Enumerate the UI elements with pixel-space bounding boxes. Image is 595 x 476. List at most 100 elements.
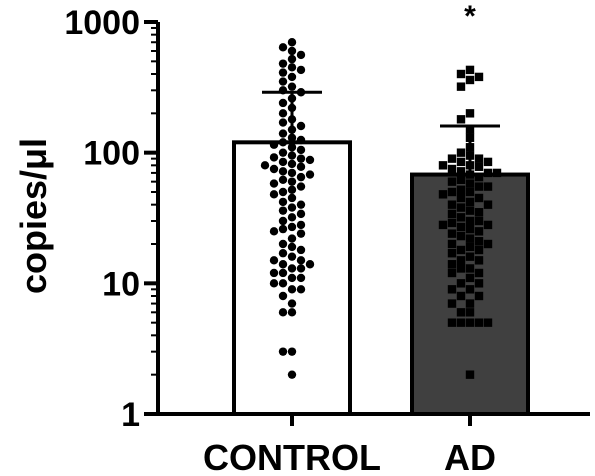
control-point xyxy=(278,308,288,317)
control-point xyxy=(269,279,279,288)
ad-point xyxy=(447,285,457,294)
ad-point xyxy=(456,69,466,79)
ad-point xyxy=(456,256,466,265)
control-point xyxy=(296,50,306,60)
ad-point xyxy=(456,291,466,301)
ad-point xyxy=(447,260,457,269)
ad-point xyxy=(447,229,457,238)
control-point xyxy=(278,68,288,77)
ad-point xyxy=(465,75,475,85)
ad-point xyxy=(456,148,466,157)
control-point xyxy=(278,224,288,234)
x-tick-label-ad: AD xyxy=(444,437,496,476)
control-point xyxy=(278,86,288,95)
ad-point xyxy=(447,218,457,228)
control-point xyxy=(305,260,315,269)
ad-point xyxy=(483,157,493,167)
control-point xyxy=(287,63,297,72)
control-point xyxy=(278,59,288,68)
ad-point xyxy=(456,175,466,184)
control-point xyxy=(278,138,288,147)
ad-point xyxy=(465,216,475,226)
control-point xyxy=(269,179,279,188)
control-point xyxy=(287,299,297,308)
control-point xyxy=(278,291,288,301)
control-point xyxy=(287,72,297,82)
control-point xyxy=(287,308,297,317)
control-point xyxy=(296,285,306,294)
ad-point xyxy=(465,224,475,234)
ad-point xyxy=(447,164,457,174)
ad-point xyxy=(474,193,484,203)
y-tick-label: 10 xyxy=(102,265,140,303)
control-point xyxy=(296,182,306,191)
control-point xyxy=(287,203,297,212)
ad-point xyxy=(438,190,448,199)
ad-point xyxy=(465,299,475,308)
ad-point xyxy=(447,299,457,308)
ad-point xyxy=(456,157,466,167)
control-point xyxy=(278,279,288,288)
data-points xyxy=(260,38,502,379)
control-point xyxy=(269,227,279,236)
control-point xyxy=(278,347,288,356)
ad-point xyxy=(465,151,475,160)
ad-point xyxy=(456,245,466,255)
control-point xyxy=(269,190,279,199)
control-point xyxy=(296,273,306,283)
y-tick-label: 1000 xyxy=(64,4,140,42)
significance-marker: * xyxy=(464,0,476,33)
ad-point xyxy=(474,216,484,226)
control-point xyxy=(287,234,297,243)
control-point xyxy=(287,252,297,261)
ad-point xyxy=(483,168,493,178)
control-point xyxy=(296,162,306,171)
ad-point xyxy=(456,231,466,241)
ad-point xyxy=(474,227,484,236)
ad-point xyxy=(474,318,484,327)
ad-point xyxy=(447,249,457,258)
control-point xyxy=(278,129,288,138)
control-point xyxy=(296,256,306,265)
ad-point xyxy=(465,206,475,215)
ad-point xyxy=(447,187,457,197)
ad-point xyxy=(483,239,493,249)
ad-point xyxy=(447,209,457,219)
control-point xyxy=(269,256,279,265)
ad-point xyxy=(456,185,466,194)
control-point xyxy=(296,65,306,75)
y-tick-label: 100 xyxy=(83,135,140,173)
control-point xyxy=(260,161,270,170)
control-point xyxy=(269,140,279,149)
control-point xyxy=(278,109,288,118)
ad-point xyxy=(465,133,475,142)
control-point xyxy=(278,249,288,258)
control-point xyxy=(287,46,297,56)
control-point xyxy=(296,121,306,131)
control-point xyxy=(296,135,306,145)
ad-point xyxy=(465,252,475,261)
control-point xyxy=(287,54,297,64)
ad-point xyxy=(456,213,466,222)
control-point xyxy=(296,145,306,155)
control-point xyxy=(296,209,306,219)
y-axis-title: copies/μl xyxy=(13,138,54,294)
ad-point xyxy=(465,370,475,379)
control-point xyxy=(278,206,288,215)
ad-point xyxy=(456,264,466,273)
control-point xyxy=(296,172,306,182)
control-point xyxy=(278,98,288,108)
control-point xyxy=(287,115,297,124)
x-axis: CONTROL AD xyxy=(158,412,590,476)
ad-point xyxy=(483,182,493,191)
ad-point xyxy=(483,318,493,327)
ad-point xyxy=(483,200,493,209)
control-point xyxy=(305,170,315,179)
control-point xyxy=(296,220,306,230)
control-point xyxy=(287,285,297,294)
control-point xyxy=(296,200,306,209)
ad-point xyxy=(447,318,457,327)
ad-point xyxy=(465,170,475,179)
ad-point xyxy=(465,264,475,273)
ad-point xyxy=(474,291,484,301)
